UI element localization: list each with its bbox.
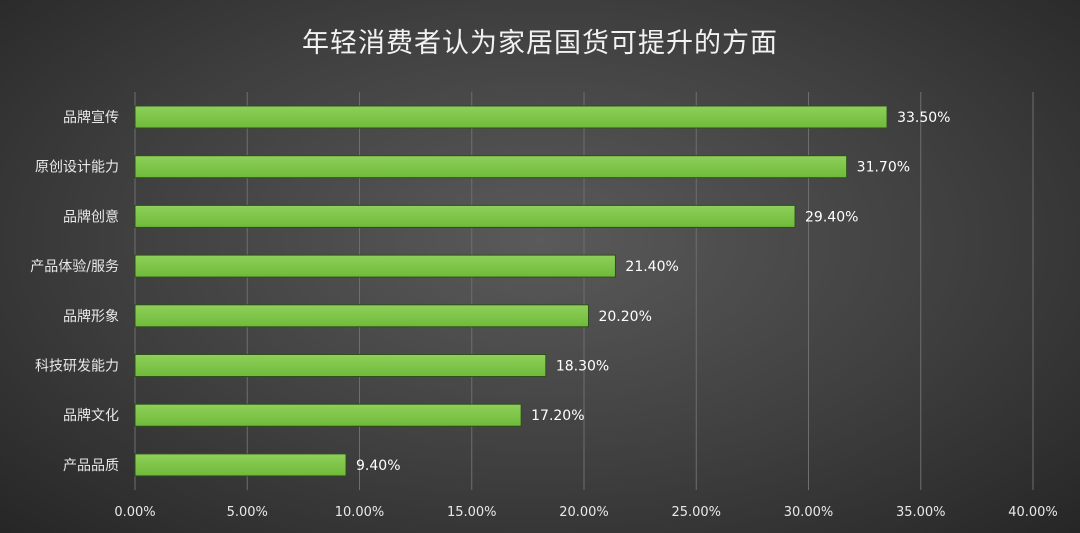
category-label: 品牌创意	[63, 208, 119, 225]
x-tick-label: 25.00%	[671, 505, 721, 520]
x-tick-label: 0.00%	[114, 505, 155, 520]
x-tick-label: 20.00%	[559, 505, 609, 520]
category-label: 原创设计能力	[35, 160, 119, 176]
bar	[134, 304, 589, 328]
bar	[134, 254, 616, 278]
bar	[134, 453, 347, 477]
x-tick-label: 40.00%	[1008, 505, 1058, 520]
bar	[134, 204, 796, 228]
x-tick-label: 15.00%	[447, 505, 497, 520]
x-axis-ticks: 0.00% 5.00% 10.00% 15.00% 20.00% 25.00% 30.00%…	[114, 505, 1057, 520]
x-tick-label: 10.00%	[335, 505, 385, 520]
data-labels: 33.50% 31.70% 29.40% 21.40% 20.20% 18.30% 17.2…	[356, 110, 950, 474]
bar	[134, 354, 547, 377]
gridlines	[134, 92, 1034, 490]
category-label: 品牌形象	[63, 308, 119, 325]
x-tick-label: 35.00%	[896, 505, 946, 520]
data-label: 18.30%	[556, 359, 609, 375]
category-label: 品牌宣传	[63, 109, 119, 126]
category-label: 科技研发能力	[35, 359, 119, 375]
category-label: 产品品质	[63, 458, 119, 474]
data-label: 31.70%	[857, 160, 910, 176]
bar	[134, 403, 522, 427]
data-label: 33.50%	[897, 110, 950, 126]
data-label: 29.40%	[805, 209, 858, 225]
category-label: 品牌文化	[63, 407, 119, 424]
data-label: 17.20%	[531, 408, 584, 424]
data-label: 9.40%	[356, 458, 400, 474]
category-label: 产品体验/服务	[30, 259, 119, 275]
bar	[134, 155, 848, 179]
bars	[134, 105, 888, 477]
x-tick-label: 30.00%	[784, 505, 834, 520]
data-label: 21.40%	[625, 259, 678, 275]
data-label: 20.20%	[598, 309, 651, 325]
bar	[134, 105, 888, 129]
chart-title: 年轻消费者认为家居国货可提升的方面	[302, 28, 778, 59]
x-tick-label: 5.00%	[227, 505, 268, 520]
